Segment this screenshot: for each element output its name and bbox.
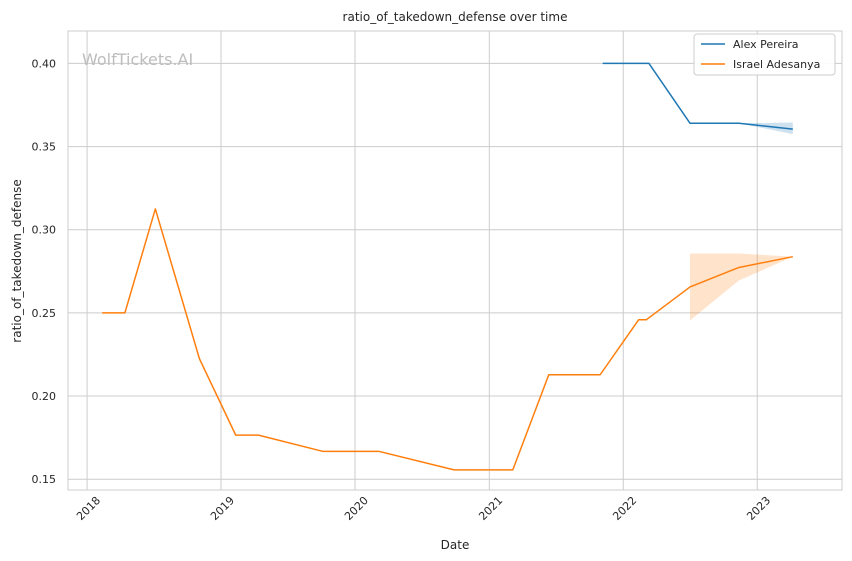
y-axis-ticks: 0.15 0.20 0.25 0.30 0.35 0.40 (32, 57, 57, 486)
y-tick-label: 0.20 (32, 390, 57, 403)
legend: Alex Pereira Israel Adesanya (693, 33, 836, 76)
x-axis-label: Date (441, 538, 470, 552)
grid (68, 31, 842, 490)
y-tick-label: 0.35 (32, 141, 57, 154)
watermark: WolfTickets.AI (82, 50, 193, 69)
y-tick-label: 0.25 (32, 307, 57, 320)
y-tick-label: 0.40 (32, 57, 57, 70)
israel-adesanya-confidence-band (690, 253, 793, 321)
legend-label-alex-pereira: Alex Pereira (733, 38, 799, 51)
y-tick-label: 0.30 (32, 224, 57, 237)
legend-label-israel-adesanya: Israel Adesanya (733, 58, 820, 71)
plot-frame (67, 30, 843, 491)
y-axis-label: ratio_of_takedown_defense (10, 179, 24, 342)
series-lines (102, 62, 793, 471)
alex-pereira-line (602, 62, 793, 130)
legend-box (693, 33, 836, 76)
chart-title: ratio_of_takedown_defense over time (343, 10, 568, 24)
israel-adesanya-line (102, 208, 793, 471)
y-tick-label: 0.15 (32, 473, 57, 486)
